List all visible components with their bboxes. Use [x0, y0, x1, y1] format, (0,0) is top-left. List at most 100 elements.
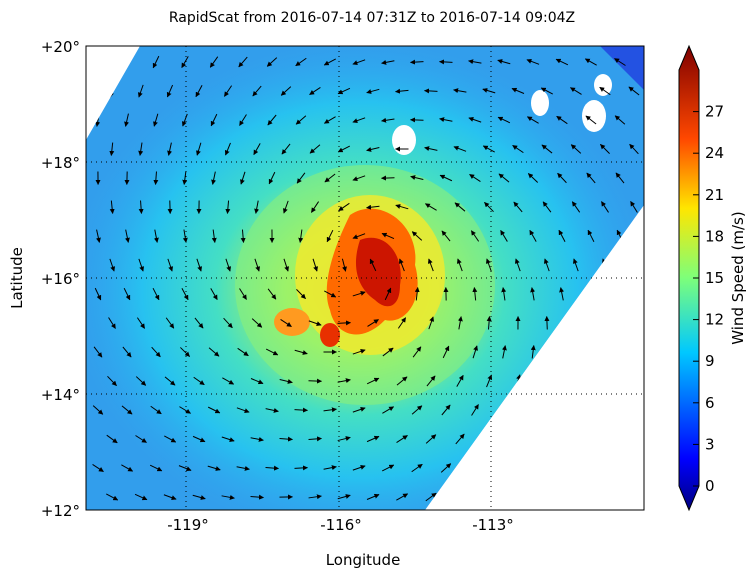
wind-vector-arrow: [441, 404, 451, 416]
wind-vector-arrow: [529, 229, 537, 242]
wind-vector-arrow: [486, 316, 492, 330]
wind-vector-arrow: [588, 461, 595, 475]
wind-vector-arrow: [631, 374, 637, 388]
colorbar-tick-label: 21: [705, 186, 724, 204]
wind-vector-arrow: [485, 258, 492, 272]
wind-vector-arrow: [599, 86, 611, 96]
wind-vector-arrow: [295, 115, 307, 125]
wind-vector-arrow: [426, 375, 436, 387]
wind-vector-arrow: [310, 201, 320, 213]
wind-vector-arrow: [544, 374, 550, 388]
wind-vector-arrow: [425, 434, 437, 444]
wind-vector-arrow: [457, 316, 463, 330]
wind-vector-arrow: [396, 376, 408, 386]
wind-vector-arrow: [501, 287, 507, 301]
wind-vector-arrow: [628, 86, 640, 96]
wind-vector-arrow: [149, 464, 163, 472]
colorbar-tick-label: 3: [705, 435, 715, 453]
wind-vector-arrow: [559, 403, 565, 417]
colorbar-ticks: 27 24 21 18 15 12 9 6 3 0: [693, 103, 724, 495]
colorbar-tick-label: 15: [705, 269, 724, 287]
wind-vector-arrow: [337, 145, 351, 153]
wind-vector-arrow: [617, 403, 623, 417]
wind-vector-arrow: [530, 345, 536, 359]
wind-vector-arrow: [165, 317, 175, 329]
wind-vector-arrow: [513, 201, 523, 213]
wind-vector-arrow: [384, 287, 392, 301]
wind-vector-arrow: [424, 203, 437, 211]
wind-vector-arrow: [441, 230, 451, 242]
wind-vector-arrow: [94, 55, 101, 69]
rain-flag-gap: [594, 74, 612, 96]
wind-vector-arrow: [268, 171, 276, 185]
wind-vector-arrow: [526, 58, 540, 65]
wind-vector-arrow: [236, 465, 250, 471]
wind-vector-arrow: [543, 258, 550, 272]
wind-vector-arrow: [240, 229, 246, 243]
wind-vector-arrow: [280, 319, 292, 327]
wind-vector-arrow: [542, 201, 552, 213]
wind-vector-arrow: [181, 288, 189, 301]
wind-vector-arrow: [138, 200, 144, 214]
wind-vector-arrow: [540, 87, 553, 95]
swath-northeast-edge: [600, 46, 644, 90]
wind-vector-arrow: [543, 432, 551, 446]
wind-vector-arrow: [109, 142, 115, 156]
wind-vector-arrow: [630, 258, 637, 272]
x-tick-label: -119°: [167, 516, 209, 534]
wind-vector-arrow: [498, 173, 510, 183]
wind-vector-arrow: [108, 317, 116, 329]
wind-vector-arrow: [250, 378, 264, 385]
rain-flag-gap: [392, 125, 416, 155]
wind-vector-arrow: [559, 345, 565, 359]
wind-vector-arrow: [225, 200, 231, 214]
wind-vector-arrow: [352, 175, 366, 182]
wind-vector-arrow: [586, 172, 596, 184]
wind-vector-arrow: [135, 435, 147, 443]
wind-vector-arrow: [573, 432, 580, 446]
wind-vector-arrow: [484, 201, 494, 213]
wind-vector-arrow: [94, 287, 102, 301]
wind-vector-arrow: [312, 258, 318, 272]
wind-vector-arrow: [294, 465, 308, 471]
wind-vector-arrow: [295, 57, 307, 67]
wind-vector-arrow: [529, 461, 537, 474]
wind-vector-arrow: [252, 85, 262, 97]
wind-vector-arrow: [471, 404, 479, 416]
wind-vector-arrow: [181, 56, 189, 69]
wind-vector-arrow: [602, 432, 608, 446]
wind-vector-arrow: [442, 345, 450, 359]
wind-vector-arrow: [152, 55, 160, 69]
wind-vector-arrow: [468, 59, 482, 65]
wind-vector-arrow: [482, 145, 495, 153]
wind-vector-arrow: [92, 464, 104, 472]
wind-vector-arrow: [95, 229, 101, 243]
wind-vector-arrow: [135, 376, 147, 386]
wind-vector-arrow: [571, 201, 581, 213]
wind-vector-arrow: [366, 377, 380, 385]
wind-vector-arrow: [106, 493, 119, 501]
wind-vector-arrow: [337, 494, 351, 500]
y-tick-label: +16°: [41, 270, 80, 288]
colorbar-tick-label: 0: [705, 477, 715, 495]
wind-vector-arrow: [266, 57, 278, 67]
wind-vector-arrow: [600, 144, 610, 154]
wind-vector-arrow: [573, 316, 579, 330]
wind-vector-arrow: [122, 346, 132, 358]
wind-vector-arrow: [482, 88, 496, 94]
wind-vector-arrow: [530, 287, 536, 301]
wind-vector-arrow: [254, 200, 260, 214]
wind-vector-arrow: [294, 407, 308, 413]
x-tick-label: -113°: [472, 516, 514, 534]
wind-vector-arrow: [250, 436, 264, 442]
wind-vector-arrow: [398, 258, 405, 272]
wind-vector-arrow: [514, 258, 521, 272]
wind-vector-arrow: [196, 258, 203, 272]
wind-vector-arrow: [236, 407, 250, 414]
wind-vector-arrow: [250, 494, 264, 500]
wind-vector-arrow: [239, 114, 247, 126]
wind-vector-arrow: [253, 143, 261, 156]
wind-vector-arrow: [411, 405, 423, 415]
wind-vector-arrow: [615, 172, 625, 184]
wind-vector-arrow: [194, 317, 204, 329]
